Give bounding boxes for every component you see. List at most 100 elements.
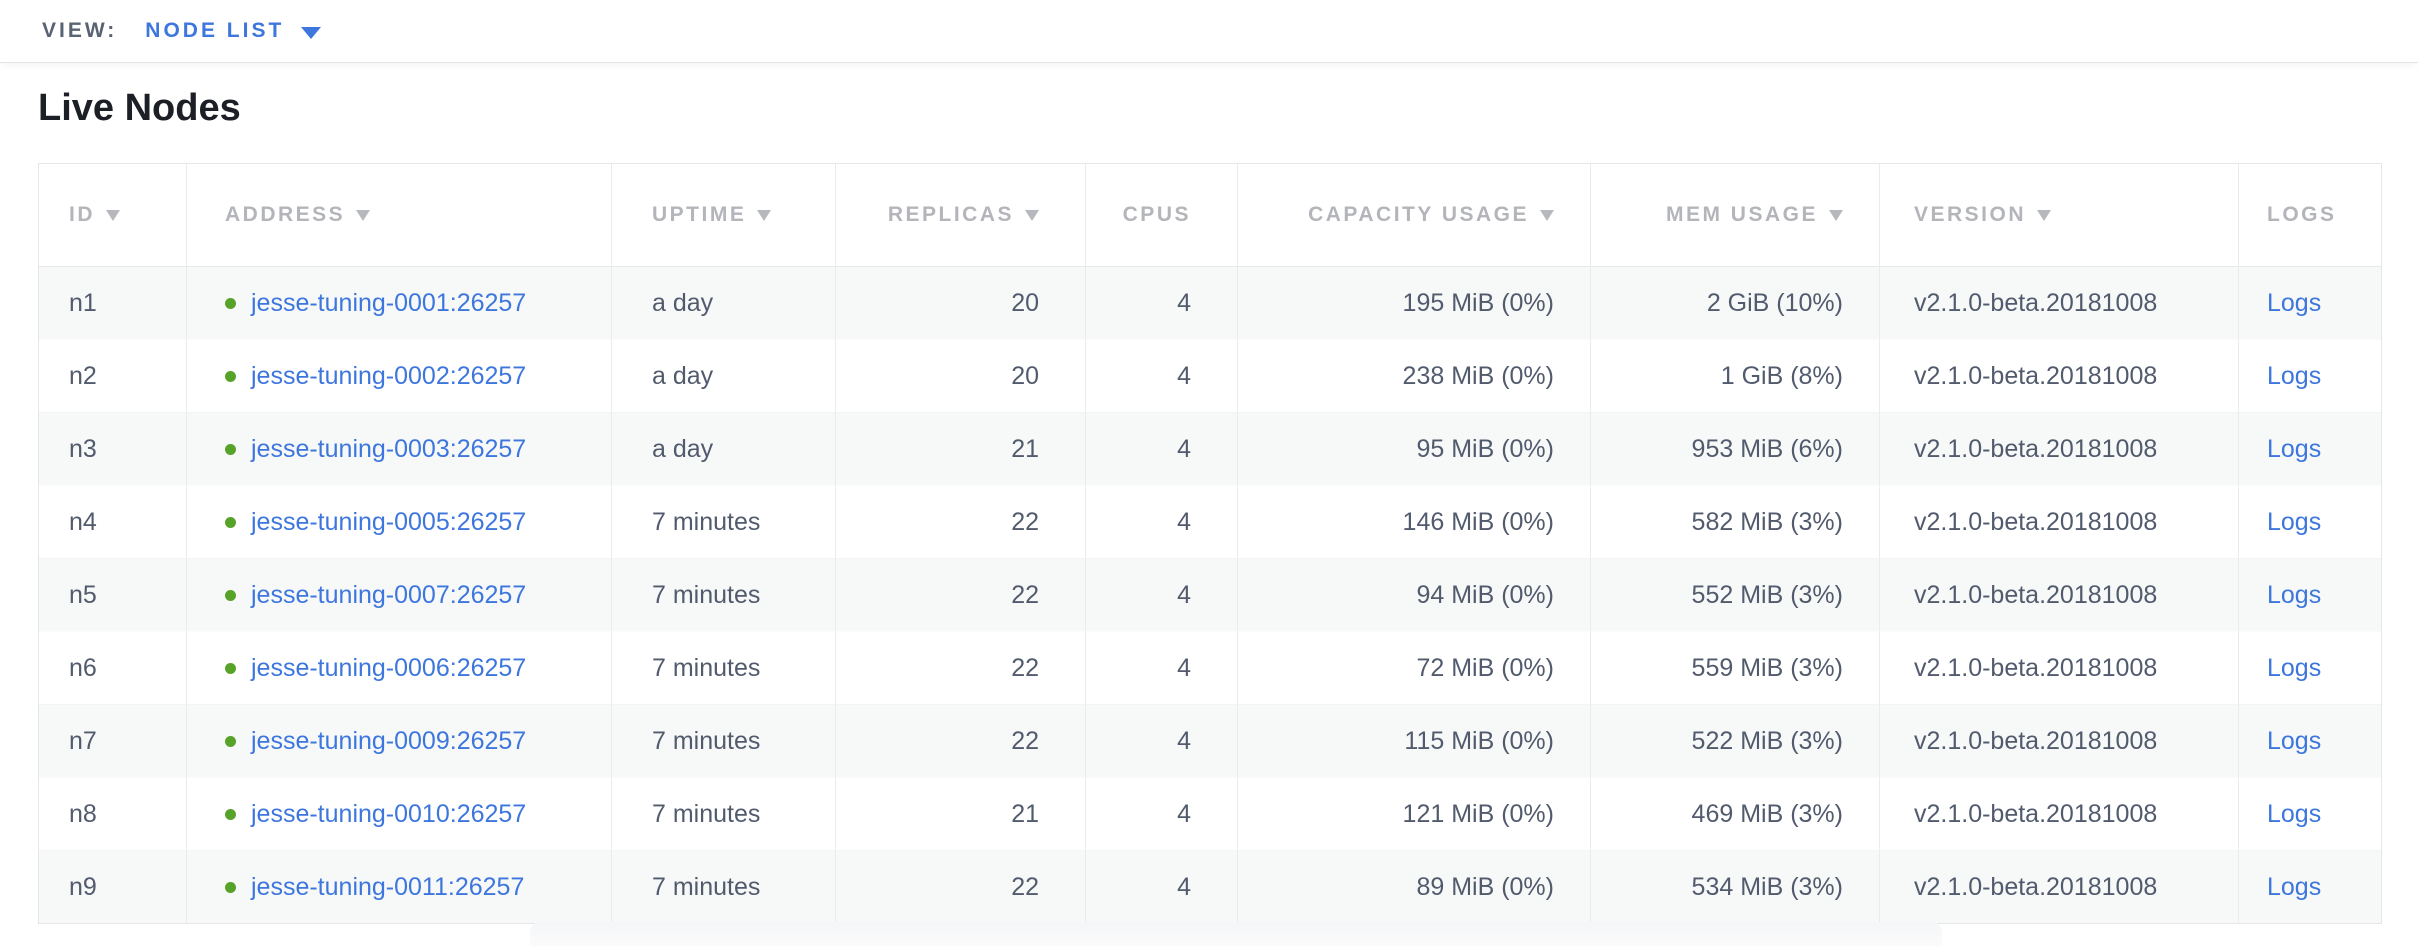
node-address-link[interactable]: jesse-tuning-0006:26257	[251, 653, 527, 682]
cell-value: a day	[652, 434, 714, 463]
cell-logs: Logs	[2238, 267, 2381, 339]
cell-mem: 582 MiB (3%)	[1590, 485, 1879, 558]
cell-value: v2.1.0-beta.20181008	[1914, 361, 2158, 390]
node-live-status-icon	[225, 808, 236, 820]
cell-id: n7	[39, 704, 186, 777]
cell-value: 4	[1177, 507, 1191, 536]
cell-version: v2.1.0-beta.20181008	[1879, 485, 2238, 558]
node-address-link[interactable]: jesse-tuning-0002:26257	[251, 361, 527, 390]
cell-uptime: 7 minutes	[611, 777, 835, 850]
cell-value: 238 MiB (0%)	[1402, 361, 1554, 390]
logs-link[interactable]: Logs	[2267, 799, 2322, 828]
cell-capacity: 72 MiB (0%)	[1237, 631, 1590, 704]
node-address-link[interactable]: jesse-tuning-0001:26257	[251, 288, 527, 317]
node-live-status-icon	[225, 443, 236, 455]
node-live-status-icon	[225, 735, 236, 747]
column-header-cpus: CPUS	[1085, 164, 1237, 267]
node-address-link[interactable]: jesse-tuning-0007:26257	[251, 580, 527, 609]
column-header-replicas[interactable]: REPLICAS	[835, 164, 1085, 267]
cell-value: 559 MiB (3%)	[1691, 653, 1843, 682]
cell-value: v2.1.0-beta.20181008	[1914, 872, 2158, 901]
node-row-n3: n3 jesse-tuning-0003:26257 a day 21 4 95 MiB …	[39, 412, 2381, 485]
cell-cpus: 4	[1085, 558, 1237, 631]
cell-value: 7 minutes	[652, 872, 761, 901]
cell-uptime: 7 minutes	[611, 631, 835, 704]
cell-address: jesse-tuning-0010:26257	[186, 777, 611, 850]
logs-link[interactable]: Logs	[2267, 580, 2322, 609]
cell-logs: Logs	[2238, 412, 2381, 485]
cell-value: 21	[1011, 434, 1039, 463]
view-dropdown[interactable]: NODE LIST	[145, 19, 322, 43]
cell-uptime: a day	[611, 412, 835, 485]
node-row-n2: n2 jesse-tuning-0002:26257 a day 20 4 238 MiB…	[39, 339, 2381, 412]
cell-value: 22	[1011, 653, 1039, 682]
node-address-link[interactable]: jesse-tuning-0010:26257	[251, 799, 527, 828]
sort-desc-arrow-icon	[106, 210, 120, 221]
cell-replicas: 22	[835, 704, 1085, 777]
cell-value: v2.1.0-beta.20181008	[1914, 434, 2158, 463]
cell-capacity: 238 MiB (0%)	[1237, 339, 1590, 412]
logs-link[interactable]: Logs	[2267, 288, 2322, 317]
logs-link[interactable]: Logs	[2267, 434, 2322, 463]
logs-link[interactable]: Logs	[2267, 361, 2322, 390]
cell-capacity: 115 MiB (0%)	[1237, 704, 1590, 777]
cell-value: 22	[1011, 872, 1039, 901]
column-header-version[interactable]: VERSION	[1879, 164, 2238, 267]
node-row-n1: n1 jesse-tuning-0001:26257 a day 20 4 195 MiB…	[39, 267, 2381, 339]
cell-mem: 469 MiB (3%)	[1590, 777, 1879, 850]
node-address-link[interactable]: jesse-tuning-0009:26257	[251, 726, 527, 755]
logs-link[interactable]: Logs	[2267, 507, 2322, 536]
cell-version: v2.1.0-beta.20181008	[1879, 339, 2238, 412]
cell-value: 4	[1177, 434, 1191, 463]
logs-link[interactable]: Logs	[2267, 872, 2322, 901]
node-live-status-icon	[225, 370, 236, 382]
cell-value: 522 MiB (3%)	[1691, 726, 1843, 755]
cell-value: 195 MiB (0%)	[1402, 288, 1554, 317]
chevron-down-icon	[301, 26, 322, 39]
logs-link[interactable]: Logs	[2267, 726, 2322, 755]
cell-value: 4	[1177, 288, 1191, 317]
cell-logs: Logs	[2238, 485, 2381, 558]
cell-value: n2	[69, 361, 97, 390]
cell-cpus: 4	[1085, 339, 1237, 412]
cell-value: 953 MiB (6%)	[1691, 434, 1843, 463]
cell-cpus: 4	[1085, 267, 1237, 339]
column-header-mem[interactable]: MEM USAGE	[1590, 164, 1879, 267]
cell-mem: 559 MiB (3%)	[1590, 631, 1879, 704]
cell-version: v2.1.0-beta.20181008	[1879, 704, 2238, 777]
cell-cpus: 4	[1085, 704, 1237, 777]
cell-value: 21	[1011, 799, 1039, 828]
cell-mem: 534 MiB (3%)	[1590, 850, 1879, 923]
cell-value: v2.1.0-beta.20181008	[1914, 507, 2158, 536]
column-header-uptime[interactable]: UPTIME	[611, 164, 835, 267]
cell-value: a day	[652, 288, 714, 317]
cell-address: jesse-tuning-0001:26257	[186, 267, 611, 339]
cell-logs: Logs	[2238, 631, 2381, 704]
cell-value: v2.1.0-beta.20181008	[1914, 580, 2158, 609]
cell-value: n3	[69, 434, 97, 463]
cell-value: 22	[1011, 726, 1039, 755]
cell-value: 22	[1011, 507, 1039, 536]
column-header-address[interactable]: ADDRESS	[186, 164, 611, 267]
cell-replicas: 20	[835, 339, 1085, 412]
cell-version: v2.1.0-beta.20181008	[1879, 558, 2238, 631]
cell-value: 582 MiB (3%)	[1691, 507, 1843, 536]
live-nodes-table: ID ADDRESS UPTIME REPLICAS CPUS CAPACITY USAG…	[38, 163, 2382, 924]
column-header-id[interactable]: ID	[39, 164, 186, 267]
node-address-link[interactable]: jesse-tuning-0005:26257	[251, 507, 527, 536]
cell-replicas: 21	[835, 777, 1085, 850]
node-row-n5: n5 jesse-tuning-0007:26257 7 minutes 22 4 94 …	[39, 558, 2381, 631]
cell-value: 4	[1177, 726, 1191, 755]
node-address-link[interactable]: jesse-tuning-0011:26257	[251, 872, 525, 901]
cell-value: 7 minutes	[652, 799, 761, 828]
cell-value: 4	[1177, 653, 1191, 682]
column-header-label: CPUS	[1122, 203, 1191, 226]
cell-cpus: 4	[1085, 485, 1237, 558]
cell-address: jesse-tuning-0011:26257	[186, 850, 611, 923]
view-dropdown-value: NODE LIST	[145, 19, 285, 42]
column-header-capacity[interactable]: CAPACITY USAGE	[1237, 164, 1590, 267]
logs-link[interactable]: Logs	[2267, 653, 2322, 682]
cell-address: jesse-tuning-0009:26257	[186, 704, 611, 777]
cell-logs: Logs	[2238, 704, 2381, 777]
node-address-link[interactable]: jesse-tuning-0003:26257	[251, 434, 527, 463]
